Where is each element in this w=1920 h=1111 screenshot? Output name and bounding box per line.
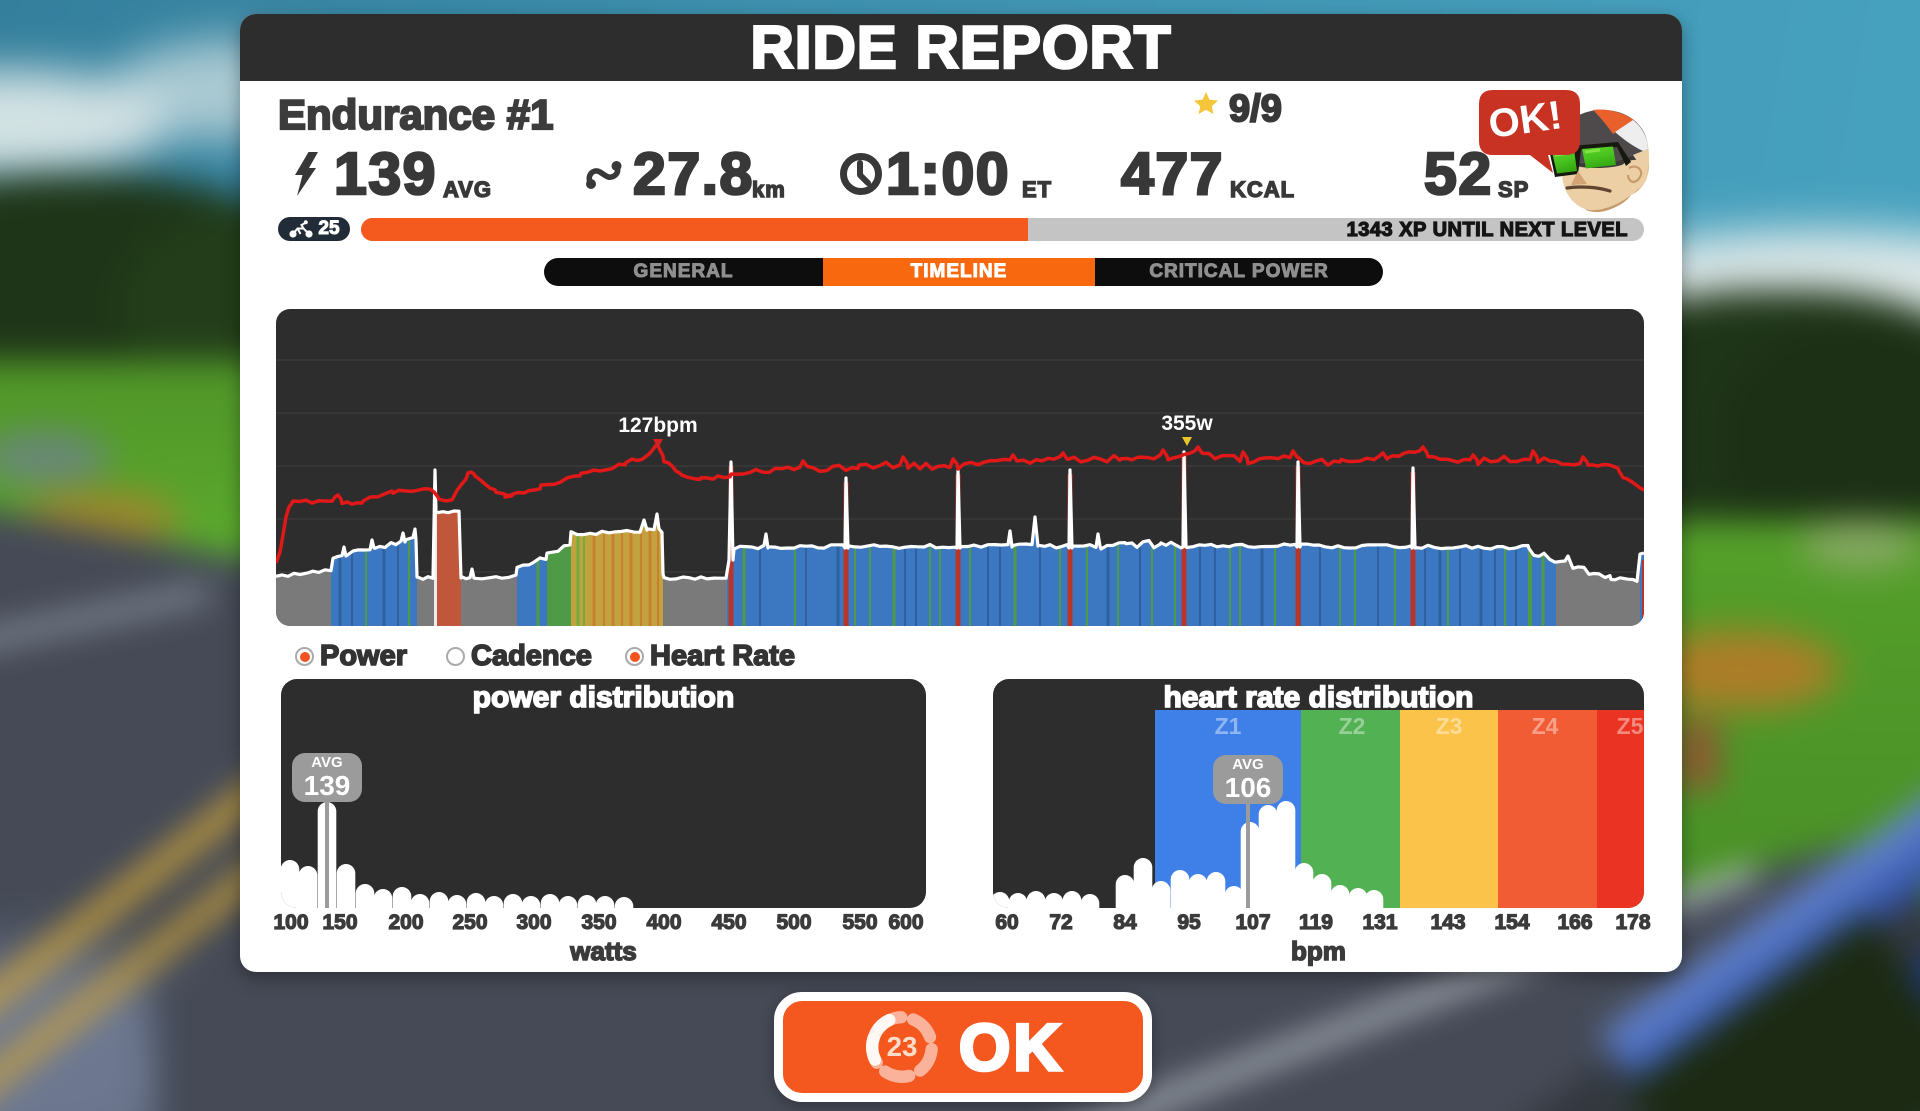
svg-text:OK!: OK! [1486,93,1565,147]
svg-text:Z4: Z4 [1532,713,1559,739]
svg-text:355w: 355w [1161,412,1213,435]
svg-text:23: 23 [887,1031,918,1062]
svg-text:Z2: Z2 [1339,713,1366,739]
svg-text:Z1: Z1 [1215,713,1242,739]
svg-text:Z5: Z5 [1617,713,1644,739]
svg-text:Z3: Z3 [1436,713,1463,739]
svg-text:127bpm: 127bpm [618,414,697,437]
